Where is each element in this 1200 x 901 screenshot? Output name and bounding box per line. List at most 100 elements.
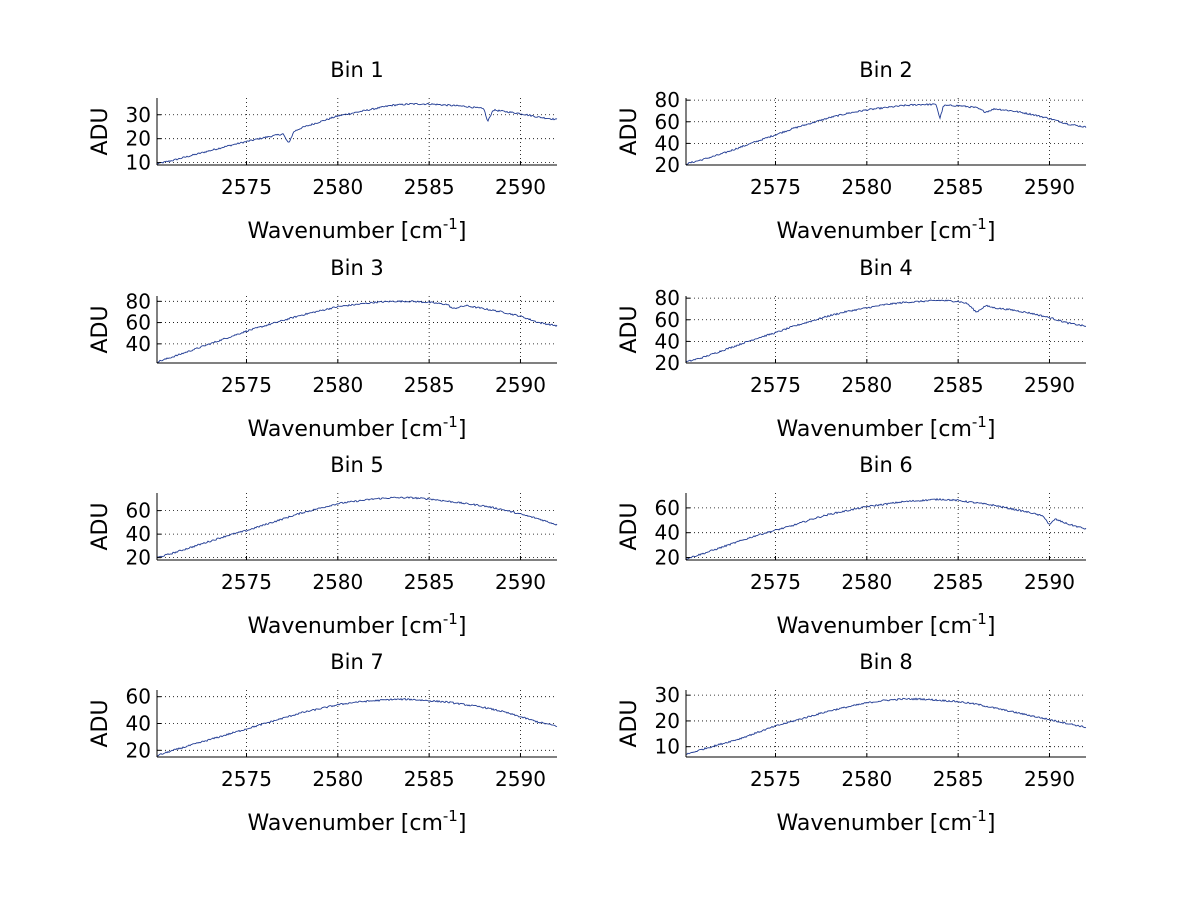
x-axis-label-text: Wavenumber [cm bbox=[777, 811, 972, 836]
spectrum-line bbox=[156, 299, 558, 364]
y-tick-label: 60 bbox=[655, 496, 680, 520]
y-tick-label: 10 bbox=[655, 735, 680, 759]
x-axis-label: Wavenumber [cm-1] bbox=[248, 610, 467, 639]
x-tick-label: 2590 bbox=[1024, 767, 1075, 791]
x-axis-label-superscript: -1 bbox=[443, 807, 458, 825]
y-axis-label: ADU bbox=[617, 502, 642, 550]
x-tick-label: 2580 bbox=[841, 570, 892, 594]
x-tick-label: 2590 bbox=[1024, 373, 1075, 397]
x-axis-label-superscript: -1 bbox=[972, 610, 987, 628]
x-tick-label: 2580 bbox=[841, 175, 892, 199]
y-axis-label: ADU bbox=[88, 699, 113, 747]
y-axis-label: ADU bbox=[88, 305, 113, 353]
plot-area bbox=[157, 98, 557, 165]
y-tick-label: 80 bbox=[655, 88, 680, 112]
x-axis-label-text: Wavenumber [cm bbox=[777, 417, 972, 442]
x-axis-label-superscript: -1 bbox=[972, 807, 987, 825]
subplot-title: Bin 8 bbox=[859, 650, 913, 674]
x-axis-label: Wavenumber [cm-1] bbox=[248, 215, 467, 244]
x-tick-label: 2585 bbox=[404, 570, 455, 594]
subplot-title: Bin 4 bbox=[859, 256, 913, 280]
subplot-title: Bin 3 bbox=[330, 256, 384, 280]
x-tick-label: 2575 bbox=[750, 175, 801, 199]
x-tick-label: 2575 bbox=[221, 373, 272, 397]
x-tick-label: 2585 bbox=[404, 767, 455, 791]
x-tick-label: 2575 bbox=[750, 373, 801, 397]
x-tick-label: 2575 bbox=[750, 570, 801, 594]
y-tick-label: 20 bbox=[126, 546, 151, 570]
x-axis-label-suffix: ] bbox=[987, 614, 996, 639]
spectrum-line bbox=[685, 103, 1087, 165]
spectrum-line bbox=[156, 698, 558, 757]
x-tick-label: 2580 bbox=[841, 373, 892, 397]
plot-area bbox=[686, 98, 1086, 165]
spectrum-line bbox=[685, 497, 1087, 560]
x-tick-label: 2590 bbox=[1024, 570, 1075, 594]
x-axis-label-text: Wavenumber [cm bbox=[248, 219, 443, 244]
x-tick-label: 2585 bbox=[933, 373, 984, 397]
x-axis-label-suffix: ] bbox=[458, 811, 467, 836]
x-tick-label: 2590 bbox=[1024, 175, 1075, 199]
y-tick-label: 30 bbox=[655, 683, 680, 707]
y-tick-label: 60 bbox=[655, 110, 680, 134]
spectrum-line bbox=[156, 102, 558, 165]
x-axis-label-superscript: -1 bbox=[443, 610, 458, 628]
y-tick-label: 60 bbox=[126, 311, 151, 335]
y-tick-label: 40 bbox=[126, 522, 151, 546]
x-axis-label-suffix: ] bbox=[458, 417, 467, 442]
x-axis-label: Wavenumber [cm-1] bbox=[777, 610, 996, 639]
x-tick-label: 2575 bbox=[221, 570, 272, 594]
x-tick-label: 2575 bbox=[221, 175, 272, 199]
y-axis-label: ADU bbox=[88, 107, 113, 155]
x-tick-label: 2585 bbox=[933, 175, 984, 199]
subplot-title: Bin 2 bbox=[859, 58, 913, 82]
y-tick-label: 40 bbox=[126, 712, 151, 736]
x-axis-label-suffix: ] bbox=[987, 417, 996, 442]
x-tick-label: 2585 bbox=[404, 175, 455, 199]
x-axis-label: Wavenumber [cm-1] bbox=[248, 413, 467, 442]
x-axis-label-superscript: -1 bbox=[972, 215, 987, 233]
x-tick-label: 2590 bbox=[495, 373, 546, 397]
y-tick-label: 20 bbox=[126, 127, 151, 151]
x-tick-label: 2585 bbox=[404, 373, 455, 397]
plot-area bbox=[686, 690, 1086, 757]
plot-area bbox=[157, 296, 557, 363]
plot-area bbox=[157, 493, 557, 560]
spectrum-line bbox=[685, 697, 1087, 755]
y-tick-label: 20 bbox=[655, 546, 680, 570]
x-tick-label: 2585 bbox=[933, 570, 984, 594]
y-tick-label: 20 bbox=[655, 153, 680, 177]
y-tick-label: 40 bbox=[126, 332, 151, 356]
x-axis-label: Wavenumber [cm-1] bbox=[777, 413, 996, 442]
x-axis-label-text: Wavenumber [cm bbox=[777, 614, 972, 639]
plot-area bbox=[686, 493, 1086, 560]
x-tick-label: 2580 bbox=[841, 767, 892, 791]
y-axis-label: ADU bbox=[617, 305, 642, 353]
x-axis-label-text: Wavenumber [cm bbox=[248, 614, 443, 639]
y-tick-label: 40 bbox=[655, 131, 680, 155]
x-axis-label: Wavenumber [cm-1] bbox=[777, 807, 996, 836]
y-tick-label: 60 bbox=[126, 685, 151, 709]
x-axis-label-text: Wavenumber [cm bbox=[248, 811, 443, 836]
x-tick-label: 2580 bbox=[312, 570, 363, 594]
spectrum-line bbox=[156, 496, 558, 558]
subplot-title: Bin 6 bbox=[859, 453, 913, 477]
y-tick-label: 60 bbox=[126, 499, 151, 523]
y-axis-label: ADU bbox=[617, 107, 642, 155]
y-tick-label: 80 bbox=[655, 286, 680, 310]
x-axis-label: Wavenumber [cm-1] bbox=[777, 215, 996, 244]
y-tick-label: 40 bbox=[655, 329, 680, 353]
x-axis-label-suffix: ] bbox=[458, 219, 467, 244]
subplot-title: Bin 7 bbox=[330, 650, 384, 674]
x-axis-label-text: Wavenumber [cm bbox=[248, 417, 443, 442]
x-tick-label: 2590 bbox=[495, 767, 546, 791]
y-tick-label: 20 bbox=[655, 351, 680, 375]
x-tick-label: 2580 bbox=[312, 373, 363, 397]
